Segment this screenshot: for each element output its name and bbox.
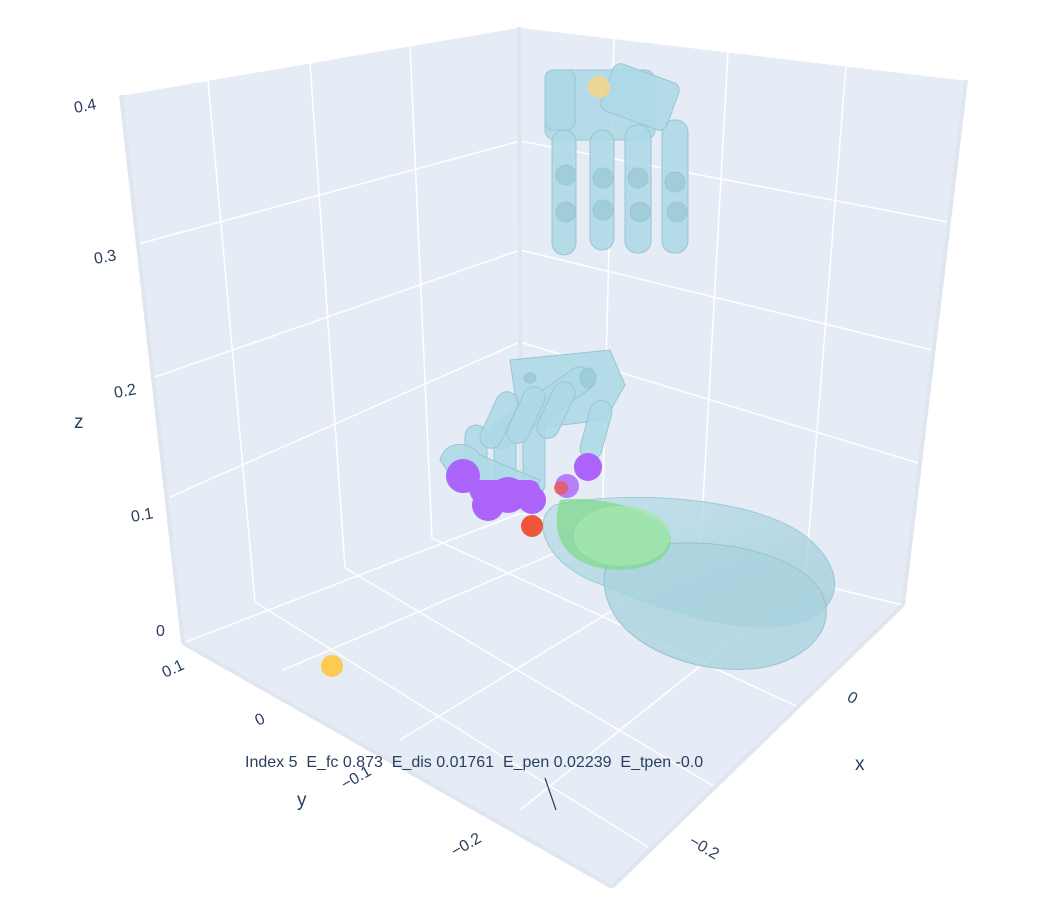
contact-point xyxy=(574,453,602,481)
x-tick-label: 0 xyxy=(844,689,860,708)
z-tick-label: 0.1 xyxy=(130,505,155,526)
contact-point xyxy=(470,480,540,502)
y-tick-label: 0 xyxy=(253,710,268,729)
contact-point-red[interactable] xyxy=(554,481,568,495)
z-tick-label: 0.3 xyxy=(93,247,118,268)
annotation-arrow xyxy=(544,777,557,811)
y-tick-label: 0.1 xyxy=(160,657,187,682)
y-tick-label: −0.2 xyxy=(449,830,485,861)
contact-point xyxy=(446,459,480,493)
target-point-floor[interactable] xyxy=(321,655,343,677)
box-edges xyxy=(119,26,968,889)
x-tick-label: −0.2 xyxy=(686,833,722,864)
x-axis-title: x xyxy=(855,754,865,775)
hand-upper-mesh[interactable] xyxy=(544,62,689,256)
contact-points[interactable] xyxy=(446,453,602,521)
contact-region-mesh[interactable] xyxy=(556,499,671,570)
z-tick-label: 0.4 xyxy=(73,96,98,117)
z-tick-label: 0 xyxy=(156,623,165,640)
z-tick-label: 0.2 xyxy=(113,381,138,402)
contact-point-red[interactable] xyxy=(521,515,543,537)
left-wall xyxy=(121,27,521,643)
annotation-text: Index 5 E_fc 0.873 E_dis 0.01761 E_pen 0… xyxy=(245,754,704,771)
y-axis-title: y xyxy=(297,790,307,811)
target-point-top[interactable] xyxy=(588,76,610,98)
z-axis-title: z xyxy=(74,412,84,433)
